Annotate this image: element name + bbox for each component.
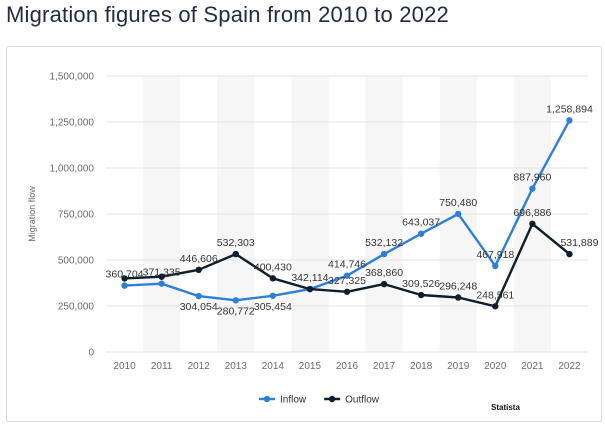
legend[interactable]: Inflow Outflow xyxy=(259,395,380,406)
legend-label: Outflow xyxy=(345,395,380,406)
data-label-inflow: 532,132 xyxy=(365,237,403,249)
point-inflow-2021 xyxy=(529,185,536,192)
point-inflow-2011 xyxy=(158,280,165,287)
data-label-outflow: 446,606 xyxy=(180,253,218,265)
data-label-inflow: 1,258,894 xyxy=(546,103,593,115)
data-label-inflow: 750,480 xyxy=(439,197,477,209)
x-tick-label: 2021 xyxy=(521,361,544,372)
point-inflow-2010 xyxy=(121,282,128,289)
point-outflow-2019 xyxy=(455,294,462,301)
x-tick-label: 2013 xyxy=(225,361,248,372)
point-inflow-2014 xyxy=(269,292,277,299)
chart-title: Migration figures of Spain from 2010 to … xyxy=(6,2,449,27)
point-outflow-2012 xyxy=(195,266,202,274)
series-lines xyxy=(121,117,573,310)
data-label-inflow: 887,960 xyxy=(513,172,551,184)
point-inflow-2020 xyxy=(492,262,499,270)
legend-item-outflow[interactable]: Outflow xyxy=(324,395,380,406)
x-tick-label: 2010 xyxy=(113,361,136,372)
point-outflow-2013 xyxy=(232,250,239,258)
y-tick-label: 750,000 xyxy=(58,210,95,221)
point-outflow-2014 xyxy=(269,275,277,282)
x-axis-ticks: 2010 2011 2012 2013 2014 2015 2016 2017 2018 2019… xyxy=(113,361,581,372)
data-label-outflow: 531,889 xyxy=(560,237,598,249)
data-label-outflow: 296,248 xyxy=(439,280,477,292)
point-outflow-2021 xyxy=(529,220,536,227)
data-label-inflow: 304,054 xyxy=(180,301,218,313)
y-tick-label: 250,000 xyxy=(58,302,95,313)
data-label-inflow: 643,037 xyxy=(402,217,440,229)
point-outflow-2022 xyxy=(566,250,573,258)
legend-marker xyxy=(263,395,271,403)
y-axis-label: Migration flow xyxy=(27,186,37,242)
point-inflow-2017 xyxy=(380,250,388,258)
data-label-inflow: 342,114 xyxy=(291,272,328,284)
y-tick-label: 1,000,000 xyxy=(50,164,95,175)
data-label-inflow: 360,704 xyxy=(106,269,144,281)
data-label-outflow: 327,325 xyxy=(328,275,366,287)
point-inflow-2019 xyxy=(455,210,462,218)
data-label-outflow: 309,526 xyxy=(402,278,440,290)
data-label-outflow: 400,430 xyxy=(254,261,292,273)
point-outflow-2015 xyxy=(306,285,314,293)
point-outflow-2018 xyxy=(417,291,425,299)
gridlines xyxy=(106,75,588,353)
point-outflow-2016 xyxy=(343,288,351,295)
point-inflow-2012 xyxy=(195,292,202,300)
x-tick-label: 2017 xyxy=(373,361,396,372)
data-label-inflow: 467,918 xyxy=(476,249,514,261)
x-tick-label: 2019 xyxy=(447,361,470,372)
data-label-outflow: 248,561 xyxy=(476,289,514,301)
data-label-inflow: 305,454 xyxy=(254,301,292,313)
x-tick-label: 2018 xyxy=(410,361,433,372)
point-outflow-2010 xyxy=(121,275,128,282)
data-label-outflow: 368,860 xyxy=(365,267,403,279)
point-outflow-2011 xyxy=(158,273,165,280)
data-label-inflow: 280,772 xyxy=(217,305,255,317)
legend-label: Inflow xyxy=(280,395,307,406)
x-tick-label: 2014 xyxy=(262,361,285,372)
point-inflow-2018 xyxy=(417,230,425,237)
legend-marker xyxy=(328,395,336,403)
line-chart: 0 250,000 500,000 750,000 1,000,000 1,250,000… xyxy=(27,72,599,413)
point-outflow-2020 xyxy=(492,303,499,310)
x-tick-label: 2011 xyxy=(151,361,173,372)
point-inflow-2022 xyxy=(566,117,573,124)
source-label: Statista xyxy=(491,403,520,412)
x-tick-label: 2022 xyxy=(558,361,581,372)
x-tick-label: 2020 xyxy=(484,361,507,372)
y-tick-label: 0 xyxy=(88,348,94,359)
y-tick-label: 1,500,000 xyxy=(50,72,95,83)
legend-item-inflow[interactable]: Inflow xyxy=(259,395,307,406)
data-labels: 360,704 371,335 304,054 280,772 305,454 342,1… xyxy=(106,103,599,317)
y-tick-label: 500,000 xyxy=(58,256,95,267)
data-label-outflow: 532,303 xyxy=(217,237,255,249)
chart-card: 0 250,000 500,000 750,000 1,000,000 1,250,000… xyxy=(6,46,602,422)
x-tick-label: 2015 xyxy=(299,361,322,372)
x-tick-label: 2016 xyxy=(336,361,359,372)
y-tick-label: 1,250,000 xyxy=(50,118,95,129)
point-inflow-2016 xyxy=(343,272,351,279)
data-label-inflow: 371,335 xyxy=(143,267,181,279)
y-axis-ticks: 0 250,000 500,000 750,000 1,000,000 1,250,000… xyxy=(50,72,95,359)
data-label-inflow: 414,746 xyxy=(328,259,366,271)
point-inflow-2013 xyxy=(232,297,239,304)
x-tick-label: 2012 xyxy=(188,361,211,372)
point-outflow-2017 xyxy=(380,280,388,288)
data-label-outflow: 696,886 xyxy=(513,207,551,219)
